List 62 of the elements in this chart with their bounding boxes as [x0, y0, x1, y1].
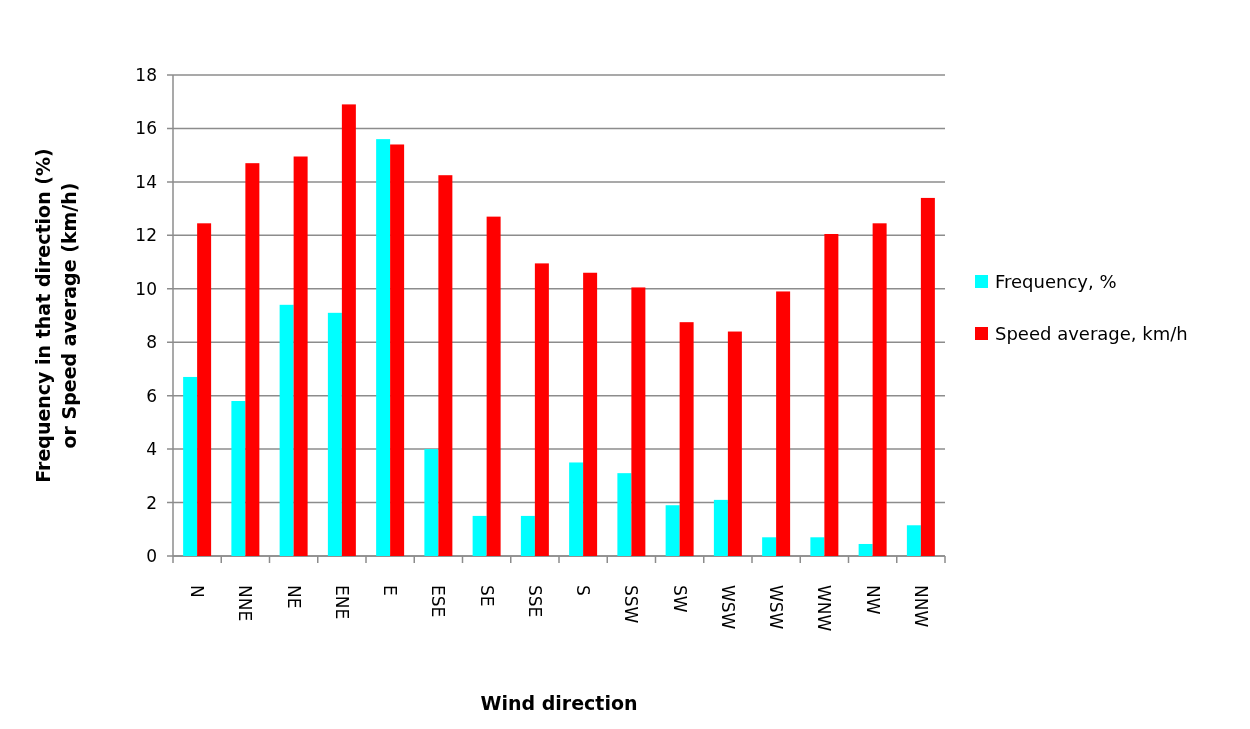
- legend-label: Speed average, km/h: [995, 323, 1188, 345]
- x-tick-label: SSE: [524, 585, 545, 618]
- bar: [293, 156, 308, 556]
- x-tick-label: ENE: [331, 585, 352, 620]
- bar: [665, 505, 680, 556]
- bar: [569, 462, 584, 556]
- bar: [762, 537, 777, 556]
- bar: [631, 287, 646, 556]
- bar: [713, 499, 728, 556]
- y-tick-label: 12: [135, 225, 157, 246]
- x-tick-label: SSW: [621, 585, 642, 624]
- bar: [617, 473, 632, 556]
- bar: [824, 234, 839, 556]
- bar: [520, 515, 535, 556]
- bar: [183, 376, 198, 556]
- bar: [858, 543, 873, 556]
- x-tick-label: NE: [283, 585, 304, 609]
- bar: [341, 104, 356, 556]
- y-tick-label: 0: [146, 545, 157, 566]
- y-tick-label: 14: [135, 171, 157, 192]
- x-axis-title: Wind direction: [480, 692, 638, 714]
- x-tick-label: ESE: [428, 585, 449, 618]
- y-tick-label: 2: [146, 492, 157, 513]
- x-tick-label: N: [187, 585, 208, 598]
- y-tick-label: 16: [135, 118, 157, 139]
- bar: [920, 197, 935, 556]
- x-tick-label: NNE: [235, 585, 256, 622]
- y-tick-label: 18: [135, 64, 157, 85]
- bar: [534, 263, 549, 556]
- bar: [197, 223, 212, 556]
- x-tick-label: E: [380, 585, 401, 596]
- y-tick-label: 4: [146, 439, 157, 460]
- x-tick-label: NW: [862, 585, 883, 615]
- bar: [279, 304, 294, 556]
- x-tick-label: WSW: [766, 585, 787, 630]
- x-tick-label: S: [573, 585, 594, 596]
- bar: [486, 216, 501, 556]
- bar: [424, 449, 439, 556]
- bar: [327, 312, 342, 556]
- y-tick-label: 6: [146, 385, 157, 406]
- y-axis-title: Frequency in that direction (%) or Speed average (km/h): [32, 148, 80, 483]
- bar: [245, 163, 260, 556]
- bar: [872, 223, 887, 556]
- bar: [376, 139, 391, 556]
- y-tick-label: 10: [135, 278, 157, 299]
- bar: [390, 144, 405, 556]
- bar: [472, 515, 487, 556]
- legend-label: Frequency, %: [995, 271, 1117, 293]
- bar: [906, 525, 921, 556]
- x-tick-label: WNW: [814, 585, 835, 632]
- bar: [679, 322, 694, 556]
- bar: [776, 291, 791, 556]
- y-tick-label: 8: [146, 332, 157, 353]
- x-tick-label: SW: [669, 585, 690, 613]
- x-tick-label: SE: [476, 585, 497, 607]
- bar: [231, 401, 246, 556]
- x-tick-label: NNW: [910, 585, 931, 628]
- bar: [438, 175, 453, 556]
- bar: [727, 331, 742, 556]
- x-tick-label: WSW: [717, 585, 738, 630]
- bar: [583, 272, 598, 556]
- bar: [810, 537, 825, 556]
